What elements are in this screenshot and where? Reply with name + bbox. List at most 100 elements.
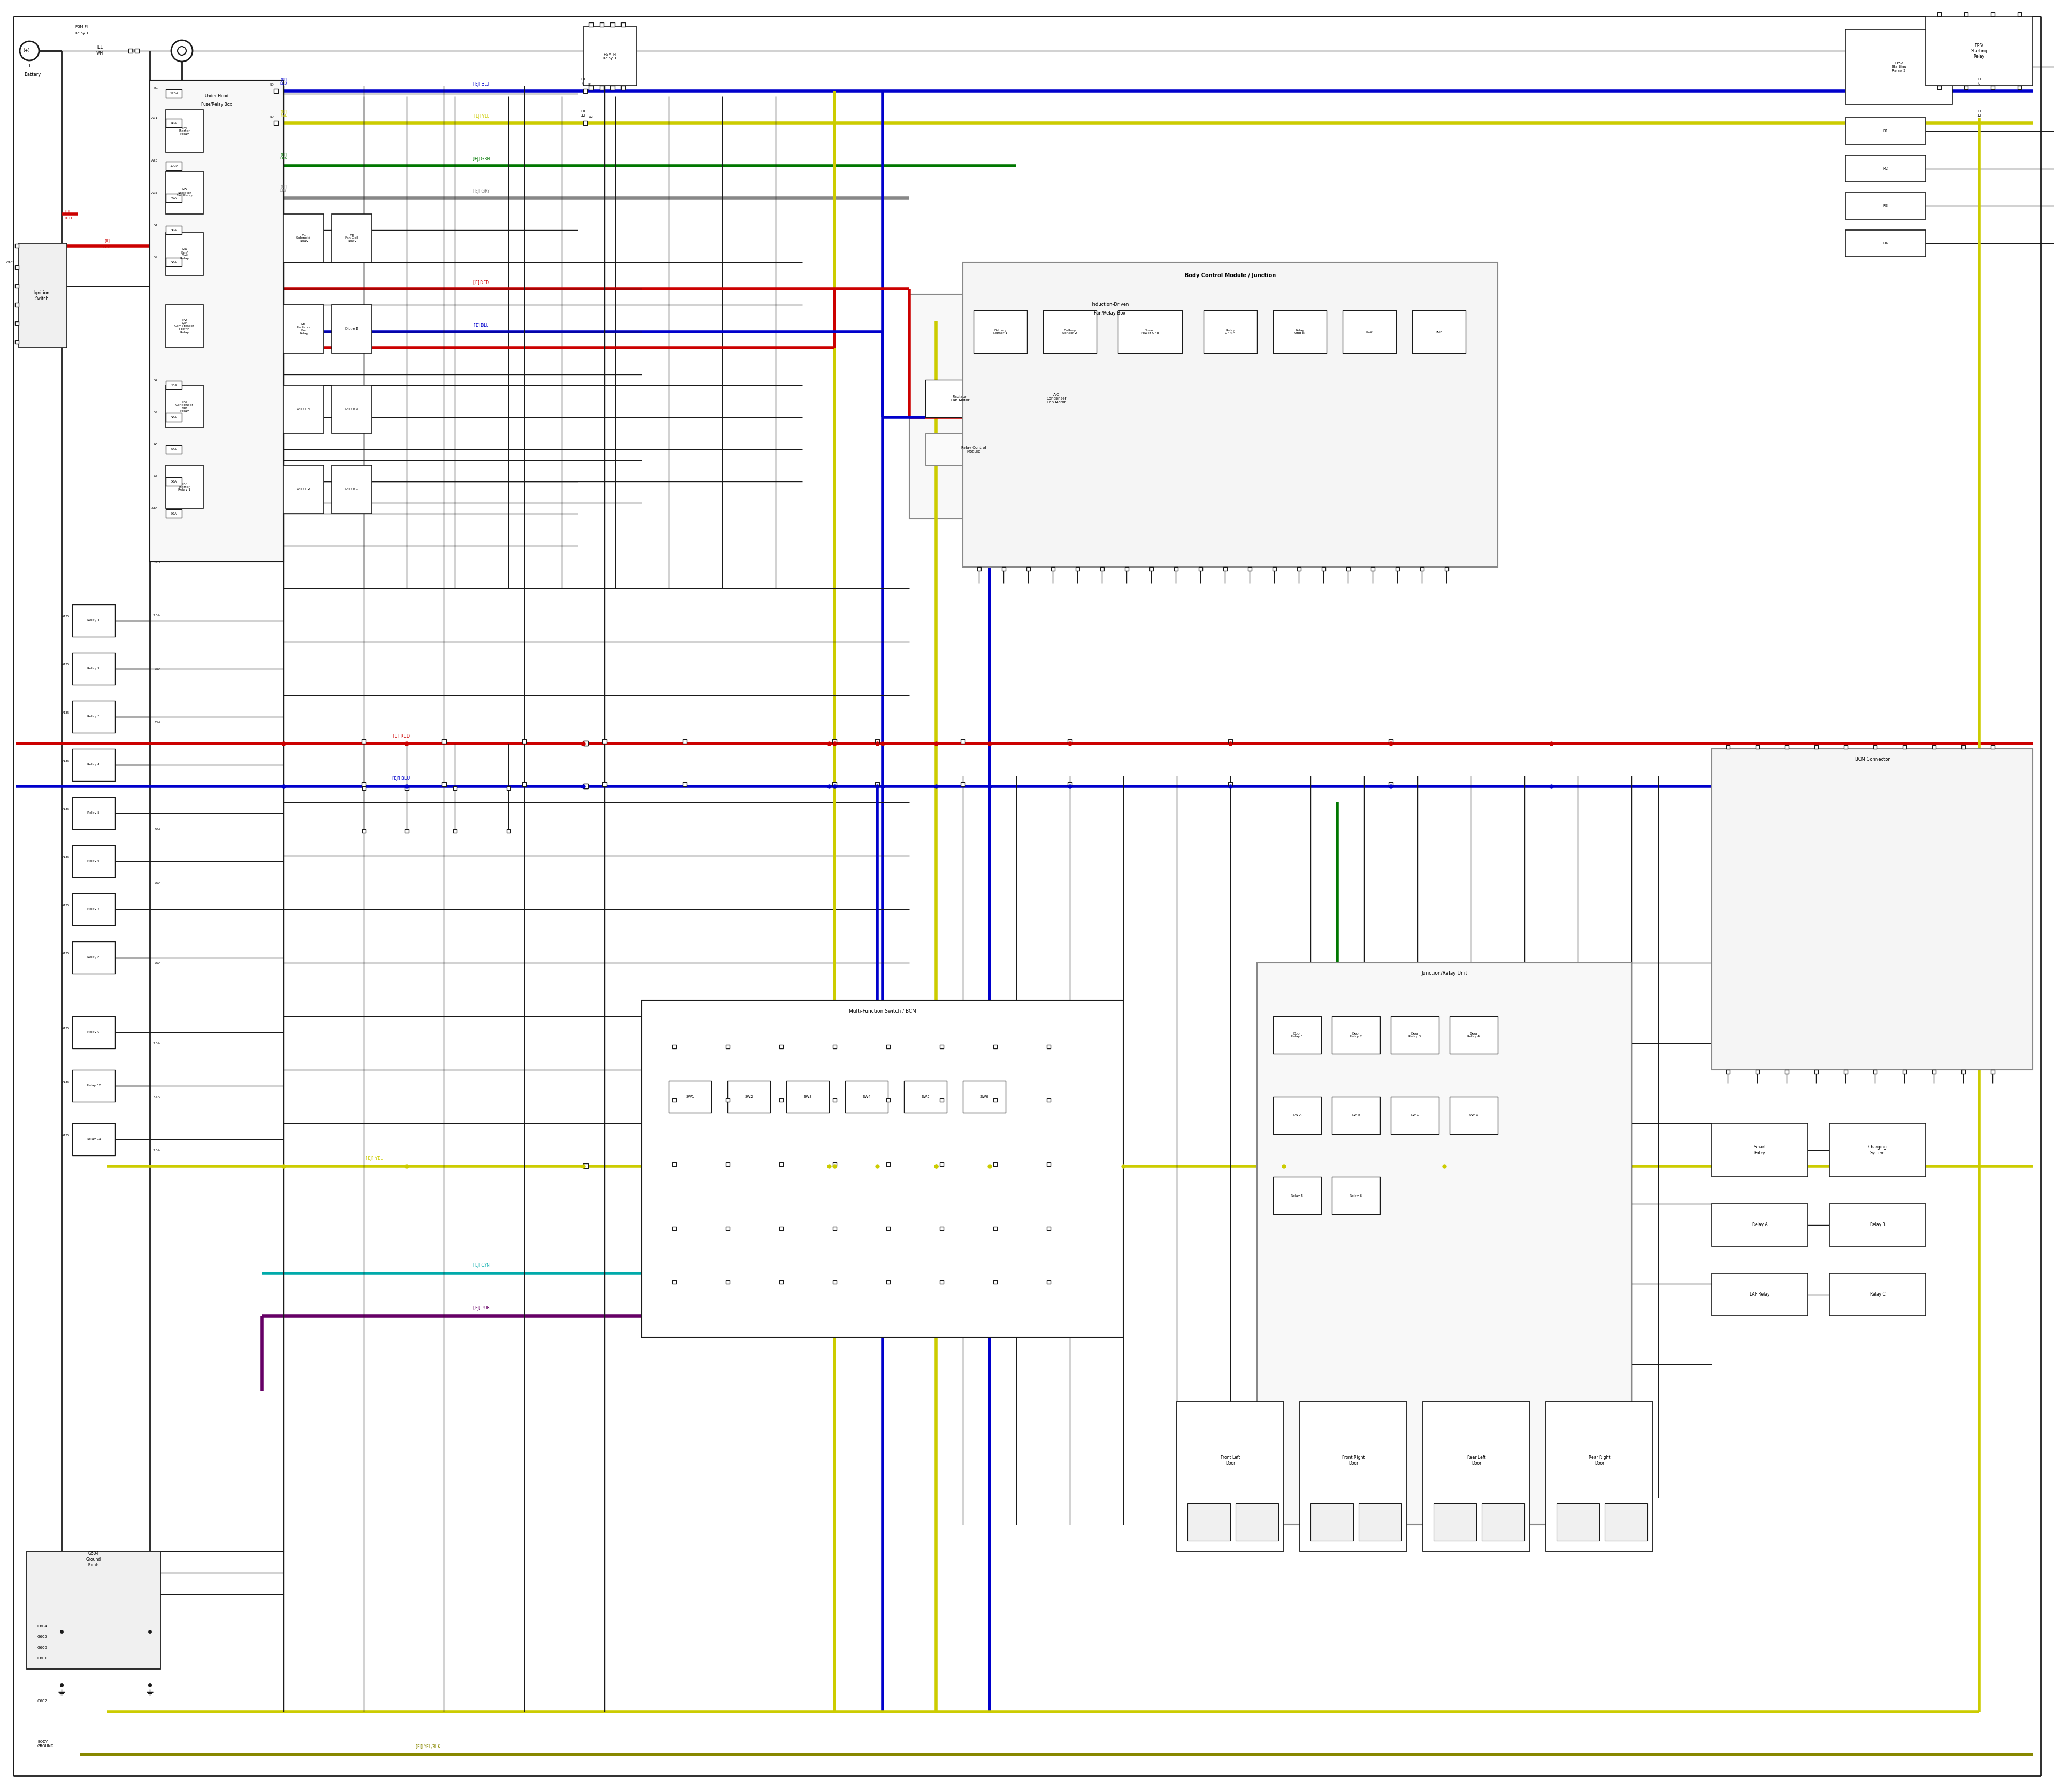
Bar <box>1962 1070 1966 1073</box>
Bar <box>1990 86 1994 90</box>
Text: A135: A135 <box>62 808 70 810</box>
Bar <box>1844 118 1927 145</box>
Bar <box>1331 1016 1380 1054</box>
Text: Radiator
Fan Motor: Radiator Fan Motor <box>951 394 969 401</box>
Bar <box>1937 86 1941 90</box>
Text: Relay 1: Relay 1 <box>74 32 88 34</box>
Text: A25: A25 <box>152 192 158 194</box>
Bar <box>166 172 203 213</box>
Bar <box>1391 1097 1440 1134</box>
Bar <box>1068 781 1072 787</box>
Text: A135: A135 <box>62 855 70 858</box>
Bar <box>1990 745 1994 749</box>
Text: PCM: PCM <box>1436 330 1442 333</box>
Bar <box>583 783 587 788</box>
Bar <box>1990 13 1994 16</box>
Bar <box>778 1279 783 1283</box>
Text: C405: C405 <box>6 262 14 263</box>
Bar <box>166 444 183 453</box>
Circle shape <box>21 41 39 61</box>
Bar <box>1204 310 1257 353</box>
Bar <box>727 1081 770 1113</box>
Bar <box>887 1045 889 1048</box>
Bar <box>1200 566 1202 572</box>
Text: [EJ] CYN: [EJ] CYN <box>472 1263 489 1269</box>
Text: SW1: SW1 <box>686 1095 694 1098</box>
Text: SW A: SW A <box>1292 1115 1302 1116</box>
Text: Fan/Relay Box: Fan/Relay Box <box>1095 310 1126 315</box>
Text: BODY
GROUND: BODY GROUND <box>37 1740 53 1747</box>
Bar <box>2017 86 2021 90</box>
Text: PGM-FI: PGM-FI <box>74 25 88 29</box>
Text: Relay 5: Relay 5 <box>88 812 101 814</box>
Bar <box>331 213 372 262</box>
Bar <box>1711 1204 1808 1247</box>
Bar <box>778 1098 783 1102</box>
Text: Smart
Entry: Smart Entry <box>1754 1145 1766 1156</box>
Bar <box>1711 1124 1808 1177</box>
Bar <box>72 1016 115 1048</box>
Bar <box>1711 749 2033 1070</box>
Bar <box>994 1098 996 1102</box>
Text: SW5: SW5 <box>920 1095 930 1098</box>
Bar <box>1343 310 1397 353</box>
Bar <box>682 740 686 744</box>
Text: A7: A7 <box>154 410 158 414</box>
Text: EPS/
Starting
Relay 2: EPS/ Starting Relay 2 <box>1892 61 1906 72</box>
Bar <box>941 1045 943 1048</box>
Bar <box>725 1226 729 1231</box>
Text: B1: B1 <box>154 88 158 90</box>
Bar <box>620 86 624 90</box>
Text: 30A: 30A <box>170 262 177 263</box>
Text: PGM-FI
Relay 1: PGM-FI Relay 1 <box>604 52 616 59</box>
Bar <box>583 783 587 788</box>
Bar <box>682 781 686 787</box>
Bar <box>72 701 115 733</box>
Text: G604
Ground
Points: G604 Ground Points <box>86 1552 101 1568</box>
Text: RED: RED <box>64 217 72 220</box>
Bar <box>926 434 1021 466</box>
Bar <box>672 1098 676 1102</box>
Bar <box>166 118 183 127</box>
Bar <box>1321 566 1325 572</box>
Text: [E] RED: [E] RED <box>392 733 409 738</box>
Text: Charging
System: Charging System <box>1869 1145 1888 1156</box>
Text: Front Right
Door: Front Right Door <box>1341 1455 1364 1466</box>
Text: Rear Right
Door: Rear Right Door <box>1588 1455 1610 1466</box>
Bar <box>832 1045 836 1048</box>
Bar <box>904 1081 947 1113</box>
Bar <box>1389 740 1393 744</box>
Text: 59: 59 <box>269 115 273 118</box>
Bar <box>1043 310 1097 353</box>
Text: [EJ] PUR: [EJ] PUR <box>472 1306 489 1310</box>
Text: [EJ]
YEL: [EJ] YEL <box>279 109 288 116</box>
Bar <box>1052 566 1056 572</box>
Text: Door
Relay 2: Door Relay 2 <box>1349 1032 1362 1038</box>
Bar <box>331 385 372 434</box>
Bar <box>273 90 277 93</box>
Bar <box>832 1163 836 1167</box>
Bar <box>1844 229 1927 256</box>
Bar <box>1604 1503 1647 1541</box>
Text: R4: R4 <box>1884 242 1888 246</box>
Bar <box>778 1045 783 1048</box>
Text: R2: R2 <box>1884 167 1888 170</box>
Text: A135: A135 <box>62 1027 70 1029</box>
Text: [E]: [E] <box>105 238 109 242</box>
Text: SW3: SW3 <box>803 1095 811 1098</box>
Bar <box>1844 29 1953 104</box>
Bar <box>166 90 183 99</box>
Bar <box>166 161 183 170</box>
Text: [EJ]
GRN: [EJ] GRN <box>279 152 288 159</box>
Bar <box>672 1163 676 1167</box>
Bar <box>1273 1177 1321 1215</box>
Bar <box>832 1098 836 1102</box>
Bar <box>1964 13 1968 16</box>
Bar <box>1300 1401 1407 1552</box>
Bar <box>1725 745 1729 749</box>
Bar <box>1450 1097 1497 1134</box>
Bar <box>1150 566 1152 572</box>
Bar <box>1725 1070 1729 1073</box>
Bar <box>994 1163 996 1167</box>
Text: Smart
Power Unit: Smart Power Unit <box>1142 328 1158 335</box>
